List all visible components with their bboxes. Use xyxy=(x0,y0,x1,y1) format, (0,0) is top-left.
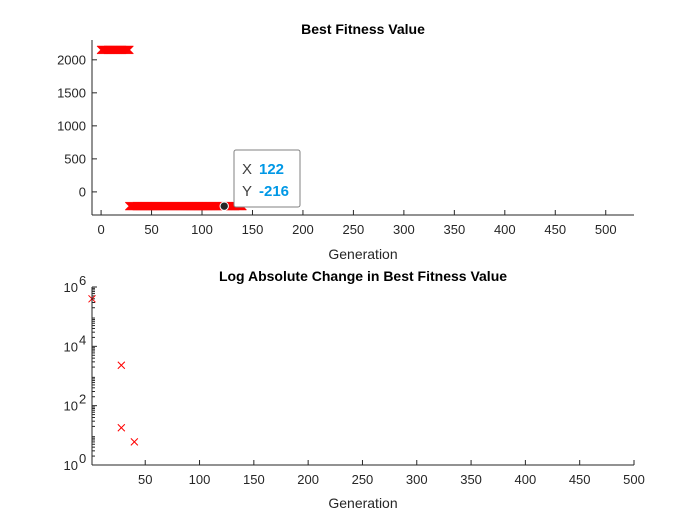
y-tick-exponent: 6 xyxy=(79,273,86,288)
log-change-point xyxy=(117,361,126,370)
x-tick-label: 200 xyxy=(292,222,314,237)
x-tick-label: 450 xyxy=(544,222,566,237)
y-tick-label: 500 xyxy=(64,151,86,166)
x-tick-label: 500 xyxy=(595,222,617,237)
x-tick-label: 350 xyxy=(460,472,482,487)
y-tick-label: 2000 xyxy=(57,52,86,67)
x-tick-label: 150 xyxy=(242,222,264,237)
x-tick-label: 200 xyxy=(297,472,319,487)
x-tick-label: 250 xyxy=(343,222,365,237)
log-change-x-label: Generation xyxy=(328,495,397,511)
x-tick-label: 300 xyxy=(406,472,428,487)
data-tip-y-value: -216 xyxy=(259,183,289,200)
y-tick-label: 10 xyxy=(64,339,78,354)
y-tick-label: 1500 xyxy=(57,85,86,100)
x-tick-label: 50 xyxy=(144,222,158,237)
y-tick-label: 10 xyxy=(64,280,78,295)
x-tick-label: 100 xyxy=(189,472,211,487)
data-tip-box xyxy=(233,149,301,208)
y-tick-label: 0 xyxy=(79,184,86,199)
best-fitness-x-label: Generation xyxy=(328,246,397,262)
log-change-title: Log Absolute Change in Best Fitness Valu… xyxy=(219,268,507,284)
x-tick-label: 350 xyxy=(443,222,465,237)
data-tip-marker xyxy=(219,201,229,211)
x-tick-label: 300 xyxy=(393,222,415,237)
y-tick-exponent: 2 xyxy=(79,392,86,407)
x-tick-label: 450 xyxy=(569,472,591,487)
x-tick-label: 50 xyxy=(138,472,152,487)
fitness-point xyxy=(124,45,134,55)
x-tick-label: 500 xyxy=(623,472,645,487)
fitness-point xyxy=(120,45,130,55)
x-tick-label: 400 xyxy=(494,222,516,237)
x-tick-label: 0 xyxy=(97,222,104,237)
x-tick-label: 150 xyxy=(243,472,265,487)
best-fitness-axes[interactable]: Best Fitness Value 0 500 1000 1500 2000 0 50 1… xyxy=(57,21,634,262)
best-fitness-title: Best Fitness Value xyxy=(301,21,425,37)
y-tick-label: 10 xyxy=(64,399,78,414)
log-change-point xyxy=(130,438,139,446)
log-change-point xyxy=(117,423,126,432)
best-fitness-markers xyxy=(96,45,247,211)
data-tip[interactable]: X 122 Y -216 xyxy=(233,149,301,208)
best-fitness-y-ticks: 0 500 1000 1500 2000 xyxy=(57,52,97,199)
log-change-x-ticks: 50 100 150 200 250 300 350 400 450 500 xyxy=(138,460,645,487)
x-tick-label: 250 xyxy=(352,472,374,487)
y-tick-label: 1000 xyxy=(57,118,86,133)
fitness-point xyxy=(121,45,131,55)
y-tick-label: 10 xyxy=(64,458,78,473)
x-tick-label: 400 xyxy=(515,472,537,487)
data-tip-y-label: Y xyxy=(242,183,252,200)
y-tick-exponent: 4 xyxy=(79,332,86,347)
data-tip-x-value: 122 xyxy=(259,161,284,178)
log-change-markers xyxy=(88,294,139,446)
x-tick-label: 100 xyxy=(191,222,213,237)
fitness-point xyxy=(123,45,133,55)
data-tip-x-label: X xyxy=(242,161,252,178)
best-fitness-x-ticks: 0 50 100 150 200 250 300 350 400 450 500 xyxy=(97,210,617,237)
log-change-axes[interactable]: Log Absolute Change in Best Fitness Valu… xyxy=(64,268,645,511)
y-tick-exponent: 0 xyxy=(79,451,86,466)
fitness-point xyxy=(122,45,132,55)
